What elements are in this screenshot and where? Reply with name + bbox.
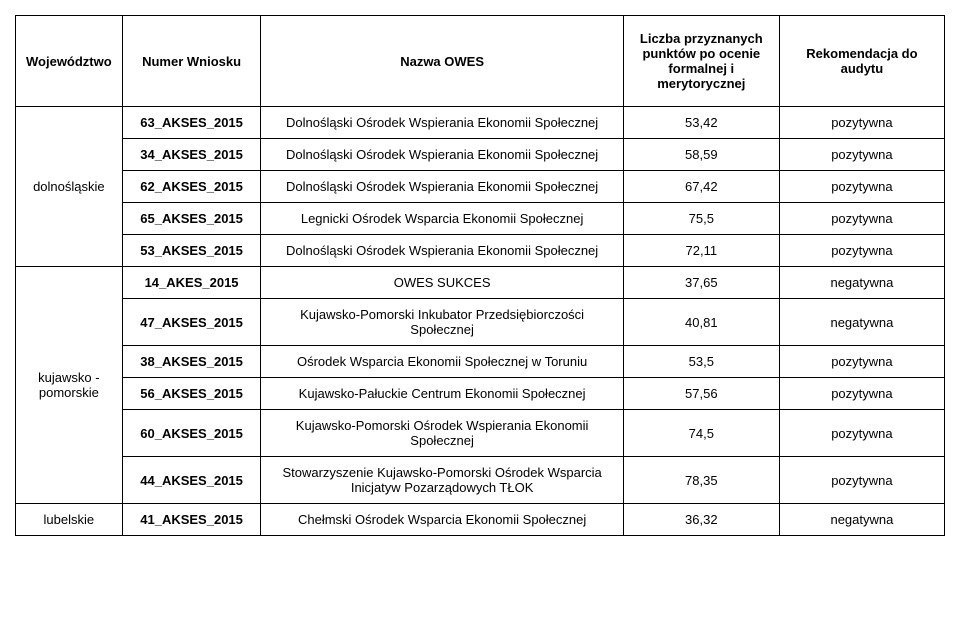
cell-pkt: 75,5 — [623, 203, 779, 235]
cell-pkt: 67,42 — [623, 171, 779, 203]
header-liczba: Liczba przyznanych punktów po ocenie for… — [623, 16, 779, 107]
cell-pkt: 40,81 — [623, 299, 779, 346]
header-rekomendacja: Rekomendacja do audytu — [779, 16, 944, 107]
header-numer: Numer Wniosku — [122, 16, 261, 107]
cell-nazwa: Dolnośląski Ośrodek Wspierania Ekonomii … — [261, 139, 623, 171]
header-nazwa: Nazwa OWES — [261, 16, 623, 107]
table-row: 65_AKSES_2015Legnicki Ośrodek Wsparcia E… — [16, 203, 945, 235]
cell-numer: 63_AKSES_2015 — [122, 107, 261, 139]
cell-wojewodztwo: kujawsko - pomorskie — [16, 267, 123, 504]
cell-rekomendacja: pozytywna — [779, 410, 944, 457]
cell-rekomendacja: pozytywna — [779, 139, 944, 171]
cell-nazwa: Legnicki Ośrodek Wsparcia Ekonomii Społe… — [261, 203, 623, 235]
cell-numer: 34_AKSES_2015 — [122, 139, 261, 171]
cell-nazwa: Kujawsko-Pałuckie Centrum Ekonomii Społe… — [261, 378, 623, 410]
cell-nazwa: Kujawsko-Pomorski Inkubator Przedsiębior… — [261, 299, 623, 346]
table-row: lubelskie41_AKSES_2015Chełmski Ośrodek W… — [16, 504, 945, 536]
table-row: 62_AKSES_2015Dolnośląski Ośrodek Wspiera… — [16, 171, 945, 203]
cell-rekomendacja: pozytywna — [779, 457, 944, 504]
cell-rekomendacja: pozytywna — [779, 171, 944, 203]
cell-numer: 53_AKSES_2015 — [122, 235, 261, 267]
owes-table: Województwo Numer Wniosku Nazwa OWES Lic… — [15, 15, 945, 536]
header-wojewodztwo: Województwo — [16, 16, 123, 107]
cell-pkt: 36,32 — [623, 504, 779, 536]
cell-nazwa: Ośrodek Wsparcia Ekonomii Społecznej w T… — [261, 346, 623, 378]
table-row: 44_AKSES_2015Stowarzyszenie Kujawsko-Pom… — [16, 457, 945, 504]
cell-nazwa: Stowarzyszenie Kujawsko-Pomorski Ośrodek… — [261, 457, 623, 504]
cell-numer: 38_AKSES_2015 — [122, 346, 261, 378]
table-row: 47_AKSES_2015Kujawsko-Pomorski Inkubator… — [16, 299, 945, 346]
cell-rekomendacja: negatywna — [779, 299, 944, 346]
cell-pkt: 37,65 — [623, 267, 779, 299]
cell-numer: 47_AKSES_2015 — [122, 299, 261, 346]
cell-numer: 41_AKSES_2015 — [122, 504, 261, 536]
cell-pkt: 53,5 — [623, 346, 779, 378]
cell-numer: 56_AKSES_2015 — [122, 378, 261, 410]
cell-pkt: 58,59 — [623, 139, 779, 171]
cell-nazwa: Dolnośląski Ośrodek Wspierania Ekonomii … — [261, 235, 623, 267]
cell-rekomendacja: pozytywna — [779, 235, 944, 267]
cell-nazwa: Kujawsko-Pomorski Ośrodek Wspierania Eko… — [261, 410, 623, 457]
cell-nazwa: Chełmski Ośrodek Wsparcia Ekonomii Społe… — [261, 504, 623, 536]
cell-nazwa: Dolnośląski Ośrodek Wspierania Ekonomii … — [261, 107, 623, 139]
cell-pkt: 53,42 — [623, 107, 779, 139]
table-row: 53_AKSES_2015Dolnośląski Ośrodek Wspiera… — [16, 235, 945, 267]
cell-numer: 14_AKES_2015 — [122, 267, 261, 299]
table-row: 60_AKSES_2015Kujawsko-Pomorski Ośrodek W… — [16, 410, 945, 457]
table-row: 34_AKSES_2015Dolnośląski Ośrodek Wspiera… — [16, 139, 945, 171]
cell-pkt: 78,35 — [623, 457, 779, 504]
cell-wojewodztwo: dolnośląskie — [16, 107, 123, 267]
cell-pkt: 74,5 — [623, 410, 779, 457]
cell-rekomendacja: pozytywna — [779, 378, 944, 410]
cell-numer: 62_AKSES_2015 — [122, 171, 261, 203]
cell-pkt: 57,56 — [623, 378, 779, 410]
cell-pkt: 72,11 — [623, 235, 779, 267]
cell-rekomendacja: negatywna — [779, 267, 944, 299]
cell-numer: 44_AKSES_2015 — [122, 457, 261, 504]
table-row: dolnośląskie63_AKSES_2015Dolnośląski Ośr… — [16, 107, 945, 139]
table-row: 38_AKSES_2015Ośrodek Wsparcia Ekonomii S… — [16, 346, 945, 378]
cell-rekomendacja: negatywna — [779, 504, 944, 536]
cell-nazwa: Dolnośląski Ośrodek Wspierania Ekonomii … — [261, 171, 623, 203]
cell-rekomendacja: pozytywna — [779, 107, 944, 139]
cell-numer: 60_AKSES_2015 — [122, 410, 261, 457]
cell-numer: 65_AKSES_2015 — [122, 203, 261, 235]
table-row: kujawsko - pomorskie14_AKES_2015OWES SUK… — [16, 267, 945, 299]
cell-rekomendacja: pozytywna — [779, 203, 944, 235]
table-row: 56_AKSES_2015Kujawsko-Pałuckie Centrum E… — [16, 378, 945, 410]
cell-rekomendacja: pozytywna — [779, 346, 944, 378]
cell-nazwa: OWES SUKCES — [261, 267, 623, 299]
cell-wojewodztwo: lubelskie — [16, 504, 123, 536]
header-row: Województwo Numer Wniosku Nazwa OWES Lic… — [16, 16, 945, 107]
